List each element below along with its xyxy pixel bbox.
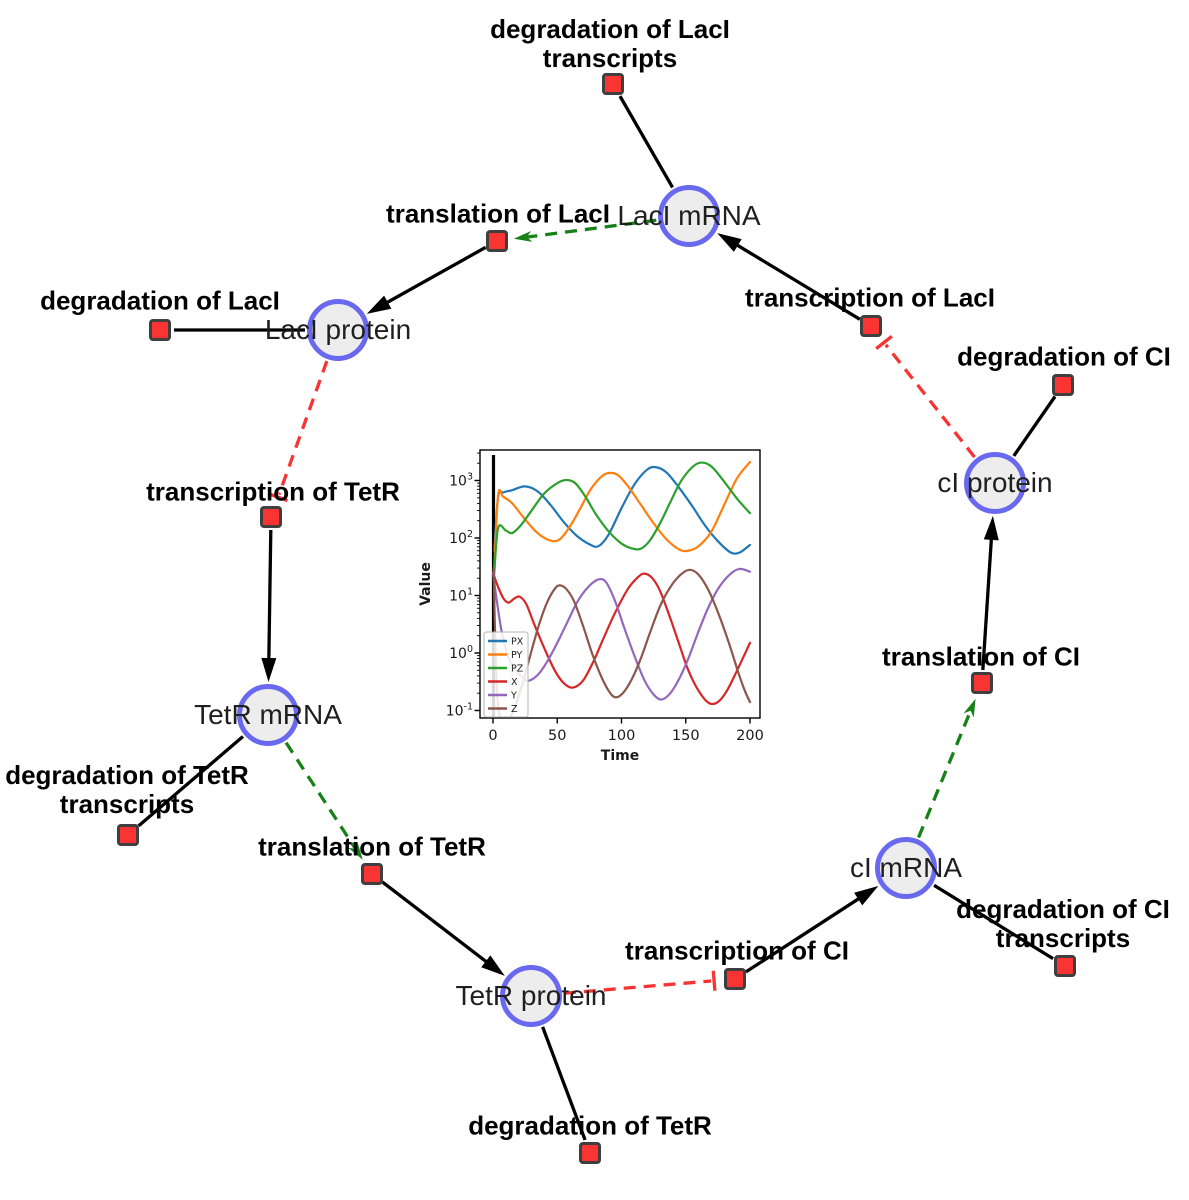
species-label-laci-protein: LacI protein bbox=[264, 314, 412, 345]
species-node-tetr-protein[interactable] bbox=[500, 965, 562, 1027]
edge-transcription-laci-to-laci-mrna-arrowhead bbox=[717, 233, 742, 252]
edge-ci-mrna-to-translation-ci-arrowhead bbox=[963, 698, 976, 718]
edge-ci-mrna-to-translation-ci bbox=[917, 710, 973, 839]
edge-translation-tetr-to-tetr-protein-arrowhead bbox=[481, 955, 505, 976]
edge-transcription-tetr-to-tetr-mrna-arrowhead bbox=[261, 657, 277, 683]
x-tick-label: 150 bbox=[672, 728, 700, 744]
x-tick-label: 100 bbox=[608, 728, 636, 744]
reaction-node-deg-ci-transcripts[interactable] bbox=[1054, 955, 1076, 977]
y-tick-label: 100 bbox=[449, 644, 473, 662]
reaction-node-translation-tetr[interactable] bbox=[361, 863, 383, 885]
species-node-tetr-mrna[interactable] bbox=[237, 684, 299, 746]
chart-series-X bbox=[491, 571, 752, 706]
edge-ci-protein-to-transcription-laci bbox=[884, 343, 976, 459]
chart-axes-frame bbox=[479, 449, 761, 719]
edge-translation-ci-to-ci-protein bbox=[981, 531, 994, 671]
reaction-node-deg-tetr-transcripts[interactable] bbox=[117, 824, 139, 846]
legend-label-PZ: PZ bbox=[511, 664, 524, 675]
edge-tetr-mrna-to-deg-tetr-transcripts bbox=[137, 735, 245, 828]
reaction-label-deg-laci: degradation of LacI bbox=[40, 285, 280, 316]
legend-label-Y: Y bbox=[510, 691, 517, 702]
legend-label-X: X bbox=[511, 677, 518, 688]
species-node-laci-protein[interactable] bbox=[307, 299, 369, 361]
reaction-node-transcription-tetr[interactable] bbox=[260, 506, 282, 528]
edge-laci-mrna-to-translation-laci bbox=[526, 218, 657, 239]
edge-tetr-protein-to-transcription-ci-tee bbox=[711, 970, 717, 991]
reaction-label-deg-tetr: degradation of TetR bbox=[468, 1110, 712, 1141]
edge-translation-ci-to-ci-protein-arrowhead bbox=[983, 515, 999, 541]
reaction-node-deg-ci[interactable] bbox=[1052, 374, 1074, 396]
reaction-node-transcription-ci[interactable] bbox=[724, 968, 746, 990]
reaction-node-translation-ci[interactable] bbox=[971, 672, 993, 694]
edge-layer bbox=[137, 95, 1057, 1141]
chart-series-PX bbox=[493, 465, 752, 555]
edge-transcription-ci-to-ci-mrna-arrowhead bbox=[854, 885, 879, 906]
reaction-label-translation-tetr: translation of TetR bbox=[258, 831, 486, 862]
chart-ylabel: Value bbox=[418, 562, 434, 606]
chart-series-PZ bbox=[493, 461, 752, 574]
x-tick-label: 50 bbox=[548, 728, 566, 744]
edge-ci-protein-to-deg-ci bbox=[1012, 395, 1057, 457]
edge-tetr-protein-to-transcription-ci bbox=[563, 979, 712, 995]
edge-tetr-mrna-to-translation-tetr-arrowhead bbox=[348, 841, 363, 860]
species-label-laci-mrna: LacI mRNA bbox=[617, 200, 761, 231]
edge-transcription-ci-to-ci-mrna bbox=[745, 893, 866, 974]
edge-tetr-protein-to-deg-tetr bbox=[541, 1026, 587, 1141]
reaction-label-deg-ci: degradation of CI bbox=[957, 341, 1171, 372]
reaction-label-deg-ci-transcripts: degradation of CI transcripts bbox=[956, 894, 1170, 953]
reaction-node-deg-laci-transcripts[interactable] bbox=[602, 73, 624, 95]
chart-xlabel: Time bbox=[601, 748, 639, 764]
edge-laci-mrna-to-deg-laci-transcripts bbox=[618, 95, 674, 189]
species-node-ci-protein[interactable] bbox=[964, 452, 1026, 514]
species-node-ci-mrna[interactable] bbox=[875, 837, 937, 899]
reaction-label-deg-laci-transcripts: degradation of LacI transcripts bbox=[490, 14, 730, 73]
reaction-node-deg-tetr[interactable] bbox=[579, 1142, 601, 1164]
reaction-label-transcription-tetr: transcription of TetR bbox=[146, 476, 400, 507]
reaction-label-translation-ci: translation of CI bbox=[882, 641, 1080, 672]
reaction-node-deg-laci[interactable] bbox=[149, 319, 171, 341]
legend-label-PY: PY bbox=[511, 650, 523, 661]
reaction-node-transcription-laci[interactable] bbox=[860, 315, 882, 337]
edge-ci-protein-to-transcription-laci-tee bbox=[875, 334, 893, 350]
y-tick-label: 101 bbox=[449, 587, 473, 605]
x-tick-label: 0 bbox=[488, 728, 497, 744]
inset-simulation-chart: 0 50 100 150 200 10-1 100 101 102 103 Time Value PX P… bbox=[418, 449, 764, 764]
edge-translation-laci-to-laci-protein-arrowhead bbox=[366, 295, 392, 314]
edge-laci-protein-to-transcription-tetr-tee bbox=[268, 492, 289, 503]
edge-laci-mrna-to-translation-laci-arrowhead bbox=[513, 231, 533, 242]
species-label-ci-protein: cI protein bbox=[937, 467, 1053, 498]
species-label-tetr-mrna: TetR mRNA bbox=[194, 699, 342, 730]
edge-laci-protein-to-transcription-tetr bbox=[277, 360, 329, 495]
y-tick-label: 103 bbox=[449, 472, 473, 490]
edge-translation-tetr-to-tetr-protein bbox=[381, 880, 494, 968]
reaction-label-deg-tetr-transcripts: degradation of TetR transcripts bbox=[5, 760, 249, 819]
species-label-tetr-protein: TetR protein bbox=[455, 980, 607, 1011]
reaction-label-transcription-laci: transcription of LacI bbox=[745, 282, 995, 313]
edge-transcription-laci-to-laci-mrna bbox=[730, 239, 861, 321]
edge-ci-mrna-to-deg-ci-transcripts bbox=[933, 883, 1054, 961]
species-label-ci-mrna: cI mRNA bbox=[850, 852, 962, 883]
reaction-node-translation-laci[interactable] bbox=[486, 230, 508, 252]
edge-translation-laci-to-laci-protein bbox=[379, 245, 487, 308]
legend-label-PX: PX bbox=[511, 637, 524, 648]
y-tick-label: 102 bbox=[449, 529, 473, 547]
edge-transcription-tetr-to-tetr-mrna bbox=[267, 529, 273, 667]
species-node-laci-mrna[interactable] bbox=[658, 185, 720, 247]
y-tick-label: 10-1 bbox=[446, 702, 473, 720]
x-tick-label: 200 bbox=[736, 728, 764, 744]
edge-tetr-mrna-to-translation-tetr bbox=[284, 741, 357, 850]
reaction-label-translation-laci: translation of LacI bbox=[386, 198, 610, 229]
legend-label-Z: Z bbox=[511, 704, 518, 715]
reaction-label-transcription-ci: transcription of CI bbox=[625, 935, 849, 966]
